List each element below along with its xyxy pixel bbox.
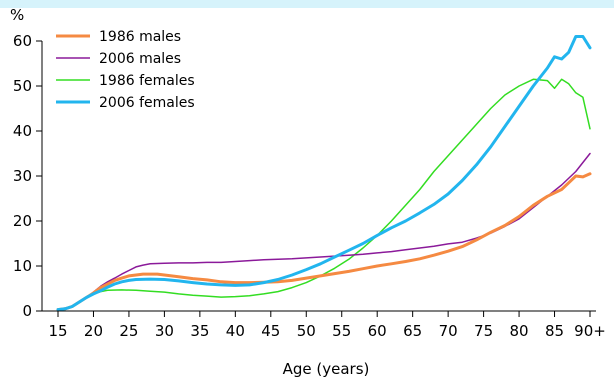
x-tick-label: 45: [261, 322, 280, 340]
y-tick-label: 10: [13, 257, 32, 275]
x-tick-label: 60: [368, 322, 387, 340]
y-axis-title: %: [10, 6, 24, 24]
series-line-1986-males: [56, 172, 592, 312]
y-tick-label: 0: [22, 302, 32, 320]
x-tick-label: 20: [84, 322, 103, 340]
x-ticks: 15 20 25 30 35 40 45 50 55 60 65 70 75 80 85 90+: [48, 311, 606, 340]
x-tick-label: 30: [155, 322, 174, 340]
x-tick-label: 25: [119, 322, 138, 340]
x-tick-label: 15: [48, 322, 67, 340]
x-tick-label: 80: [510, 322, 529, 340]
x-tick-label: 35: [190, 322, 209, 340]
series-lines: [56, 35, 592, 312]
y-tick-label: 60: [13, 32, 32, 50]
legend-label-2006-males: 2006 males: [99, 51, 181, 67]
series-line-2006-males: [57, 152, 591, 311]
y-tick-label: 50: [13, 77, 32, 95]
header-band: [0, 0, 614, 8]
legend-label-1986-females: 1986 females: [99, 73, 195, 89]
x-tick-label: 70: [439, 322, 458, 340]
x-tick-label: 50: [297, 322, 316, 340]
x-tick-label: 65: [403, 322, 422, 340]
x-tick-label: 40: [226, 322, 245, 340]
y-tick-label: 30: [13, 167, 32, 185]
y-tick-label: 20: [13, 212, 32, 230]
legend: 1986 males 2006 males 1986 females 2006 fem…: [56, 29, 195, 111]
x-axis-title: Age (years): [283, 360, 370, 378]
y-tick-label: 40: [13, 122, 32, 140]
axes: 0 10 20 30 40 50 60 15 20 25 30 35 40 45 50 55 60 65 70 75…: [13, 32, 606, 340]
series-line-2006-females: [56, 35, 592, 312]
x-tick-label: 75: [474, 322, 493, 340]
legend-label-1986-males: 1986 males: [99, 29, 181, 45]
x-tick-label: 85: [545, 322, 564, 340]
y-ticks: 0 10 20 30 40 50 60: [13, 32, 42, 320]
x-tick-label: 55: [332, 322, 351, 340]
legend-label-2006-females: 2006 females: [99, 95, 195, 111]
x-tick-label: 90+: [574, 322, 606, 340]
